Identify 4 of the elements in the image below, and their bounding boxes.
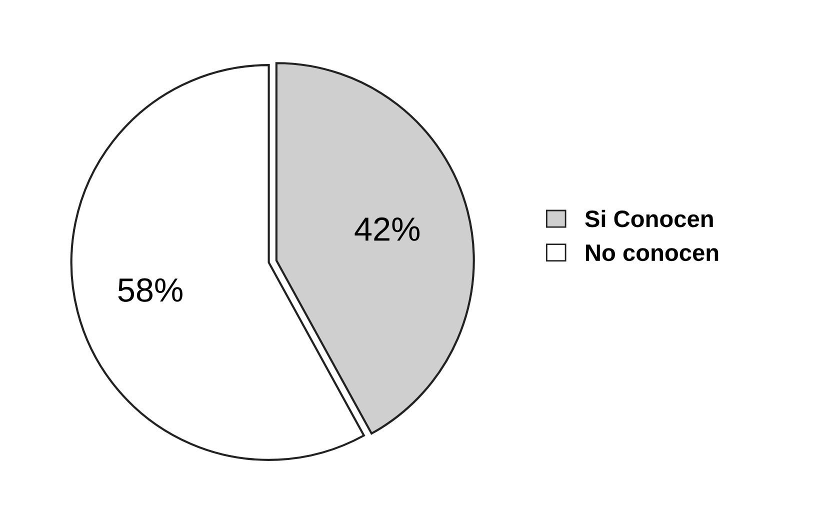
- legend-label: Si Conocen: [585, 210, 713, 228]
- data-label: 42%: [354, 217, 420, 241]
- data-label: 58%: [118, 278, 182, 302]
- legend-label: No conocen: [586, 244, 718, 262]
